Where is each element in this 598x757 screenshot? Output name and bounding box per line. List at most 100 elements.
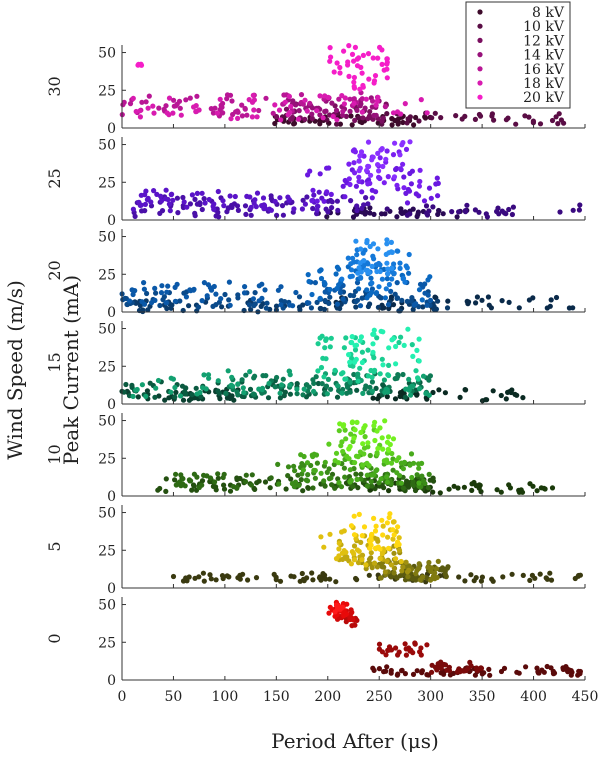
panels-layer: 0255030025502502550200255015025501002550… [45,43,598,705]
data-point [513,121,519,127]
data-point [548,665,554,671]
data-point [230,383,236,389]
data-point [310,577,316,583]
data-point [549,485,556,491]
data-point [340,448,346,455]
data-point [377,556,383,562]
data-point [494,487,500,493]
data-point [375,150,381,156]
legend-entry: 14 kV [523,48,565,64]
data-point [358,334,364,340]
data-point [408,451,415,457]
data-point [312,475,318,481]
series-8-kV [367,479,556,496]
data-point [374,564,380,570]
data-point [570,207,576,213]
x-tick-label: 100 [212,689,239,705]
data-point [508,389,514,396]
data-point [334,198,340,204]
data-point [372,73,379,79]
data-point [183,97,189,103]
data-point [250,296,256,302]
data-point [501,665,508,672]
data-point [446,664,452,670]
data-point [344,453,350,459]
data-point [326,300,332,306]
data-point [358,476,364,482]
data-point [509,571,515,577]
data-point [548,297,554,303]
data-point [577,202,583,208]
data-point [215,188,221,195]
data-point [522,113,528,119]
data-point [410,206,416,212]
data-point [235,207,241,213]
data-point [312,280,318,286]
data-point [364,167,370,174]
data-point [341,345,347,351]
data-point [313,374,319,380]
data-point [253,575,260,581]
data-point [369,472,375,478]
data-point [351,74,357,81]
data-point [351,371,357,378]
data-point [273,114,280,120]
data-point [192,213,198,219]
data-point [267,485,273,491]
data-point [296,304,303,310]
data-point [367,452,373,459]
data-point [222,291,228,298]
data-point [389,276,395,282]
data-point [351,293,357,299]
data-point [277,578,284,584]
data-point [218,296,224,302]
data-point [395,539,401,545]
data-point [433,306,439,312]
data-point [405,326,411,332]
data-point [358,246,364,252]
data-point [186,303,192,309]
data-point [157,302,163,309]
data-point [476,111,482,118]
data-point [355,270,361,276]
data-point [177,393,184,399]
data-point [137,108,143,114]
data-point [384,276,390,282]
data-point [348,198,354,204]
legend-entry: 10 kV [523,19,565,35]
data-point [252,373,258,379]
y-tick-label: 0 [107,581,116,597]
data-point [484,397,490,403]
data-point [251,107,257,113]
data-point [377,155,383,161]
data-point [376,666,382,672]
data-point [223,390,229,396]
data-point [385,174,391,180]
data-point [161,294,167,300]
data-point [286,368,293,374]
data-point [235,115,241,121]
data-point [408,298,414,304]
data-point [358,471,364,477]
data-point [347,616,353,623]
data-point [355,374,361,380]
y-tick-label: 50 [98,46,116,62]
data-point [360,390,366,396]
data-point [372,528,379,534]
data-point [365,51,372,57]
data-point [354,211,360,217]
data-point [420,304,426,310]
data-point [341,613,347,619]
data-point [348,113,354,119]
data-point [318,577,324,583]
data-point [389,265,395,271]
y-tick-label: 25 [98,451,116,467]
data-point [427,297,434,303]
data-point [398,480,404,486]
panel-wind-5: 0 25 50 5 [45,505,586,597]
data-point [397,265,403,271]
data-point [239,113,245,119]
x-tick-label: 350 [469,689,496,705]
data-point [189,392,195,398]
data-point [285,464,292,470]
